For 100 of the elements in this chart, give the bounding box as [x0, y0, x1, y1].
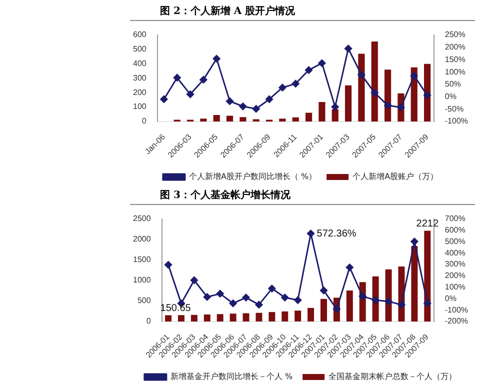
- legend-label: 个人新增A股账户（万）: [352, 172, 438, 182]
- point: [173, 74, 181, 82]
- legend-label: 全国基金期末帐户总数－个人（万）: [328, 372, 457, 382]
- bar: [294, 310, 302, 322]
- bar: [320, 298, 327, 322]
- point: [239, 102, 247, 110]
- bar: [358, 54, 365, 122]
- point: [358, 71, 366, 79]
- point: [384, 102, 392, 110]
- point: [294, 296, 302, 304]
- bar: [204, 314, 210, 322]
- point: [278, 84, 286, 92]
- y-tick-label: 600: [132, 30, 147, 40]
- point: [372, 296, 380, 304]
- data-label: 150.65: [160, 303, 192, 314]
- legend-label: 个人新增A股开户数同比增长（ %）: [188, 172, 317, 182]
- point: [331, 103, 339, 111]
- y2-tick-label: 0%: [444, 294, 456, 303]
- point: [252, 105, 260, 113]
- bar: [240, 117, 246, 122]
- bar: [346, 290, 353, 322]
- y-tick-label: 1500: [133, 255, 152, 264]
- point: [186, 90, 194, 98]
- point: [424, 300, 432, 308]
- y2-tick-label: -50%: [444, 104, 464, 114]
- y-tick-label: 500: [137, 296, 152, 306]
- bar: [200, 118, 207, 122]
- bar: [279, 118, 286, 122]
- point: [320, 286, 328, 294]
- point: [160, 95, 168, 103]
- point: [212, 54, 220, 62]
- point: [216, 290, 224, 298]
- point: [410, 238, 418, 246]
- y-tick-label: 100: [132, 102, 147, 112]
- point: [229, 300, 237, 308]
- bar: [305, 112, 312, 122]
- point: [242, 294, 250, 302]
- bar: [344, 85, 352, 122]
- point: [397, 104, 405, 112]
- point: [255, 300, 263, 308]
- point: [266, 95, 274, 103]
- point: [424, 92, 432, 100]
- y2-tick-label: 600%: [444, 226, 466, 235]
- y2-tick-label: -100%: [444, 305, 468, 314]
- point: [268, 284, 276, 292]
- y2-tick-label: 700%: [444, 214, 466, 224]
- chart-title: 图 2：个人新增 A 股开户情况: [159, 4, 296, 19]
- data-label: 2212: [416, 218, 439, 230]
- data-label: 572.36%: [316, 228, 356, 240]
- y-tick-label: 300: [132, 73, 147, 82]
- point: [384, 298, 392, 306]
- y2-tick-label: 150%: [444, 54, 466, 64]
- point: [358, 292, 366, 300]
- y2-tick-label: -200%: [444, 316, 468, 326]
- y-tick-label: 0: [142, 116, 147, 126]
- point: [344, 44, 352, 52]
- point: [203, 293, 211, 301]
- y2-tick-label: 50%: [444, 80, 461, 89]
- bar: [411, 246, 418, 322]
- y-tick-label: 2500: [133, 214, 152, 224]
- bar: [318, 102, 326, 122]
- y-tick-label: 2000: [133, 234, 152, 244]
- point: [200, 76, 208, 84]
- bar: [178, 315, 184, 322]
- y2-tick-label: 100%: [444, 282, 466, 292]
- point: [281, 294, 289, 302]
- point: [398, 300, 406, 308]
- bar: [230, 314, 236, 322]
- point: [410, 72, 418, 80]
- y-tick-label: 500: [132, 44, 147, 54]
- y2-tick-label: 500%: [444, 236, 466, 246]
- y2-tick-label: 100%: [444, 67, 466, 76]
- point: [292, 80, 300, 88]
- y2-tick-label: 0%: [444, 92, 456, 101]
- bar: [242, 313, 250, 322]
- y2-tick-label: 200%: [444, 42, 466, 52]
- bar: [256, 312, 262, 322]
- bar: [165, 315, 172, 322]
- point: [164, 261, 172, 269]
- point: [226, 97, 234, 105]
- bar: [308, 308, 314, 322]
- bar: [213, 114, 220, 122]
- point: [332, 305, 340, 313]
- bar: [292, 117, 299, 122]
- y2-tick-label: -100%: [444, 116, 468, 126]
- bar: [424, 230, 431, 322]
- bar: [282, 311, 288, 322]
- bar: [268, 312, 276, 322]
- bar: [226, 116, 234, 122]
- bar: [385, 269, 392, 322]
- bar: [216, 314, 224, 322]
- chart-title: 图 3：个人基金帐户增长情况: [159, 188, 292, 203]
- y-tick-label: 200: [132, 88, 147, 97]
- y-tick-label: 1000: [133, 276, 152, 285]
- y-tick-label: 0: [146, 316, 152, 326]
- y2-tick-label: 250%: [444, 30, 466, 40]
- point: [305, 66, 313, 74]
- y2-tick-label: 200%: [444, 271, 466, 280]
- y2-tick-label: 300%: [444, 260, 466, 269]
- bar: [371, 41, 378, 122]
